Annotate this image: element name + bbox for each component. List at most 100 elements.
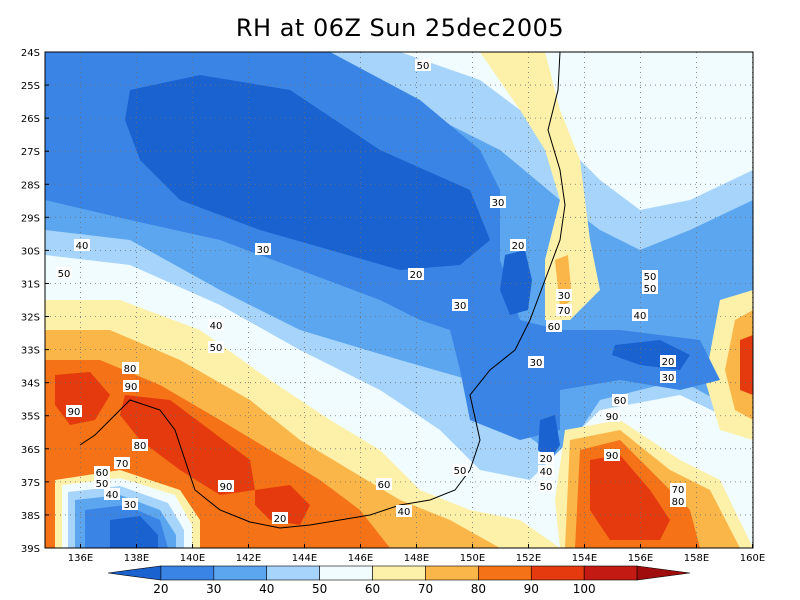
lat-label: 35S [21,412,40,423]
lon-label: 154E [572,553,597,564]
contour-label: 30 [122,498,138,511]
svg-text:80: 80 [672,497,685,508]
lat-label: 30S [21,246,40,257]
lon-label: 148E [404,553,429,564]
svg-text:50: 50 [644,284,657,295]
map-title: RH at 06Z Sun 25dec2005 [235,14,565,42]
lon-label: 146E [348,553,373,564]
contour-label: 50 [56,267,72,280]
svg-text:90: 90 [68,407,81,418]
lat-label: 31S [21,279,40,290]
svg-text:50: 50 [644,272,657,283]
svg-text:40: 40 [210,321,223,332]
svg-text:30: 30 [530,358,543,369]
colorbar-tick-label: 60 [365,582,380,596]
svg-text:30: 30 [454,301,467,312]
svg-text:20: 20 [410,270,423,281]
lon-label: 138E [124,553,149,564]
colorbar-tick-label: 90 [524,582,539,596]
lat-label: 38S [21,511,40,522]
lat-label: 33S [21,346,40,357]
colorbar-tick-label: 50 [312,582,327,596]
lon-label: 140E [180,553,205,564]
contour-label: 50 [415,59,431,72]
lon-label: 144E [292,553,317,564]
contour-label: 30 [660,371,676,384]
contour-label: 20 [660,355,676,368]
contour-label: 90 [218,480,234,493]
colorbar-swatch [583,565,638,581]
colorbar-swatch [160,565,215,581]
lat-label: 28S [21,180,40,191]
colorbar-swatch [530,565,585,581]
svg-text:90: 90 [606,412,619,423]
contour-label: 90 [66,405,82,418]
contour-label: 60 [612,394,628,407]
svg-text:70: 70 [558,306,571,317]
lat-label: 29S [21,213,40,224]
contour-label: 50 [94,477,110,490]
contour-label: 30 [556,289,572,302]
svg-text:20: 20 [512,241,525,252]
svg-text:60: 60 [548,322,561,333]
contour-label: 30 [255,243,271,256]
contour-label: 40 [538,465,554,478]
svg-text:50: 50 [417,61,430,72]
colorbar-tick-label: 30 [206,582,221,596]
svg-text:40: 40 [398,507,411,518]
svg-text:90: 90 [606,451,619,462]
lon-label: 158E [684,553,709,564]
svg-text:50: 50 [540,482,553,493]
lat-label: 37S [21,478,40,489]
contour-label: 60 [546,320,562,333]
contour-label: 50 [642,270,658,283]
longitude-labels: 136E 138E 140E 142E 144E 146E 148E 150E 152E 154E… [68,544,765,564]
svg-text:30: 30 [558,291,571,302]
contour-label: 60 [94,466,110,479]
colorbar-swatch [213,565,268,581]
svg-text:30: 30 [492,198,505,209]
contour-labels: 5030204050302030405070605050408090903020… [56,59,686,525]
contour-label: 70 [556,304,572,317]
svg-text:30: 30 [124,500,137,511]
contour-label: 90 [604,449,620,462]
svg-text:20: 20 [540,454,553,465]
latitude-labels: 24S 25S 26S 27S 28S 29S 30S 31S 32S 33S 34S 35S 36S 3… [21,48,49,555]
lat-label: 24S [21,48,40,59]
svg-text:60: 60 [614,396,627,407]
svg-text:70: 70 [672,485,685,496]
svg-text:30: 30 [257,245,270,256]
lat-label: 27S [21,147,40,158]
contour-label: 70 [114,457,130,470]
colorbar-swatch [266,565,320,581]
contour-label: 80 [122,362,138,375]
colorbar-tick-label: 40 [259,582,274,596]
contour-label: 60 [376,478,392,491]
lat-label: 39S [21,544,40,555]
svg-text:40: 40 [76,241,89,252]
contour-label: 50 [642,282,658,295]
svg-text:80: 80 [124,364,137,375]
svg-text:70: 70 [116,459,129,470]
colorbar-tick-label: 70 [418,582,433,596]
colorbar-swatch [425,565,479,581]
lon-label: 150E [460,553,485,564]
contour-label: 80 [670,495,686,508]
svg-text:40: 40 [634,311,647,322]
contour-label: 40 [208,319,224,332]
colorbar-swatch [107,565,162,581]
contour-label: 50 [538,480,554,493]
lat-label: 26S [21,114,40,125]
svg-text:60: 60 [96,468,109,479]
humidity-fill-layer [45,52,753,548]
colorbar-swatch [478,565,532,581]
svg-text:90: 90 [220,482,233,493]
svg-text:50: 50 [210,343,223,354]
colorbar-tick-label: 80 [471,582,486,596]
lon-label: 136E [68,553,93,564]
lat-label: 36S [21,445,40,456]
colorbar-swatch [636,565,691,581]
contour-label: 20 [272,512,288,525]
svg-text:40: 40 [106,490,119,501]
